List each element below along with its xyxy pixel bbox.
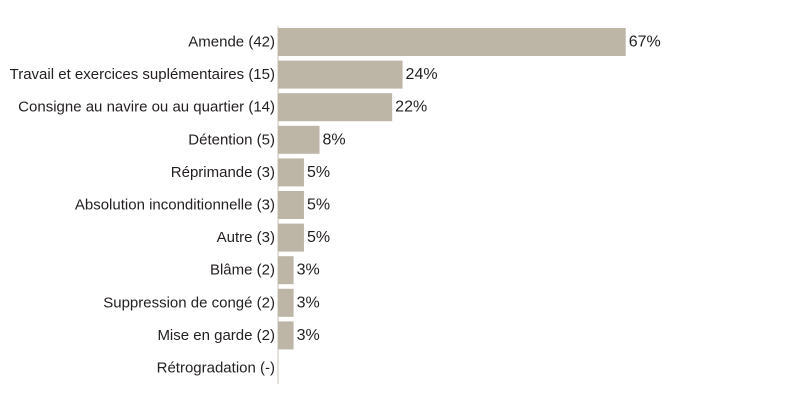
category-label: Blâme (2) [210, 262, 275, 279]
value-label: 5% [307, 164, 330, 181]
category-labels: Amende (42) Travail et exercices suplémen… [10, 34, 275, 377]
category-label: Mise en garde (2) [157, 327, 275, 344]
category-label: Absolution inconditionnelle (3) [75, 197, 275, 214]
value-labels: 67% 24% 22% 8% 5% 5% 5% 3% 3% 3% [297, 34, 661, 344]
bar [278, 60, 403, 89]
value-label: 5% [307, 229, 330, 246]
category-label: Consigne au navire ou au quartier (14) [18, 99, 275, 116]
category-label: Rétrogradation (-) [157, 360, 275, 377]
bar [278, 191, 304, 219]
bar [278, 288, 294, 317]
bar [278, 93, 393, 122]
value-label: 3% [297, 262, 320, 279]
value-label: 8% [323, 131, 346, 148]
category-label: Détention (5) [188, 131, 275, 148]
bar [278, 158, 304, 187]
category-label: Autre (3) [217, 229, 275, 246]
value-label: 24% [406, 66, 438, 83]
bar [278, 125, 320, 154]
category-label: Réprimande (3) [171, 164, 275, 181]
value-label: 22% [395, 99, 427, 116]
value-label: 5% [307, 197, 330, 214]
category-label: Travail et exercices suplémentaires (15) [10, 66, 275, 83]
bar [278, 223, 304, 252]
bars-layer [278, 28, 626, 350]
category-label: Suppression de congé (2) [103, 294, 275, 311]
bar [278, 28, 626, 56]
value-label: 67% [629, 34, 661, 51]
bar [278, 321, 294, 350]
value-label: 3% [297, 294, 320, 311]
value-label: 3% [297, 327, 320, 344]
bar [278, 256, 294, 285]
category-label: Amende (42) [188, 34, 275, 51]
